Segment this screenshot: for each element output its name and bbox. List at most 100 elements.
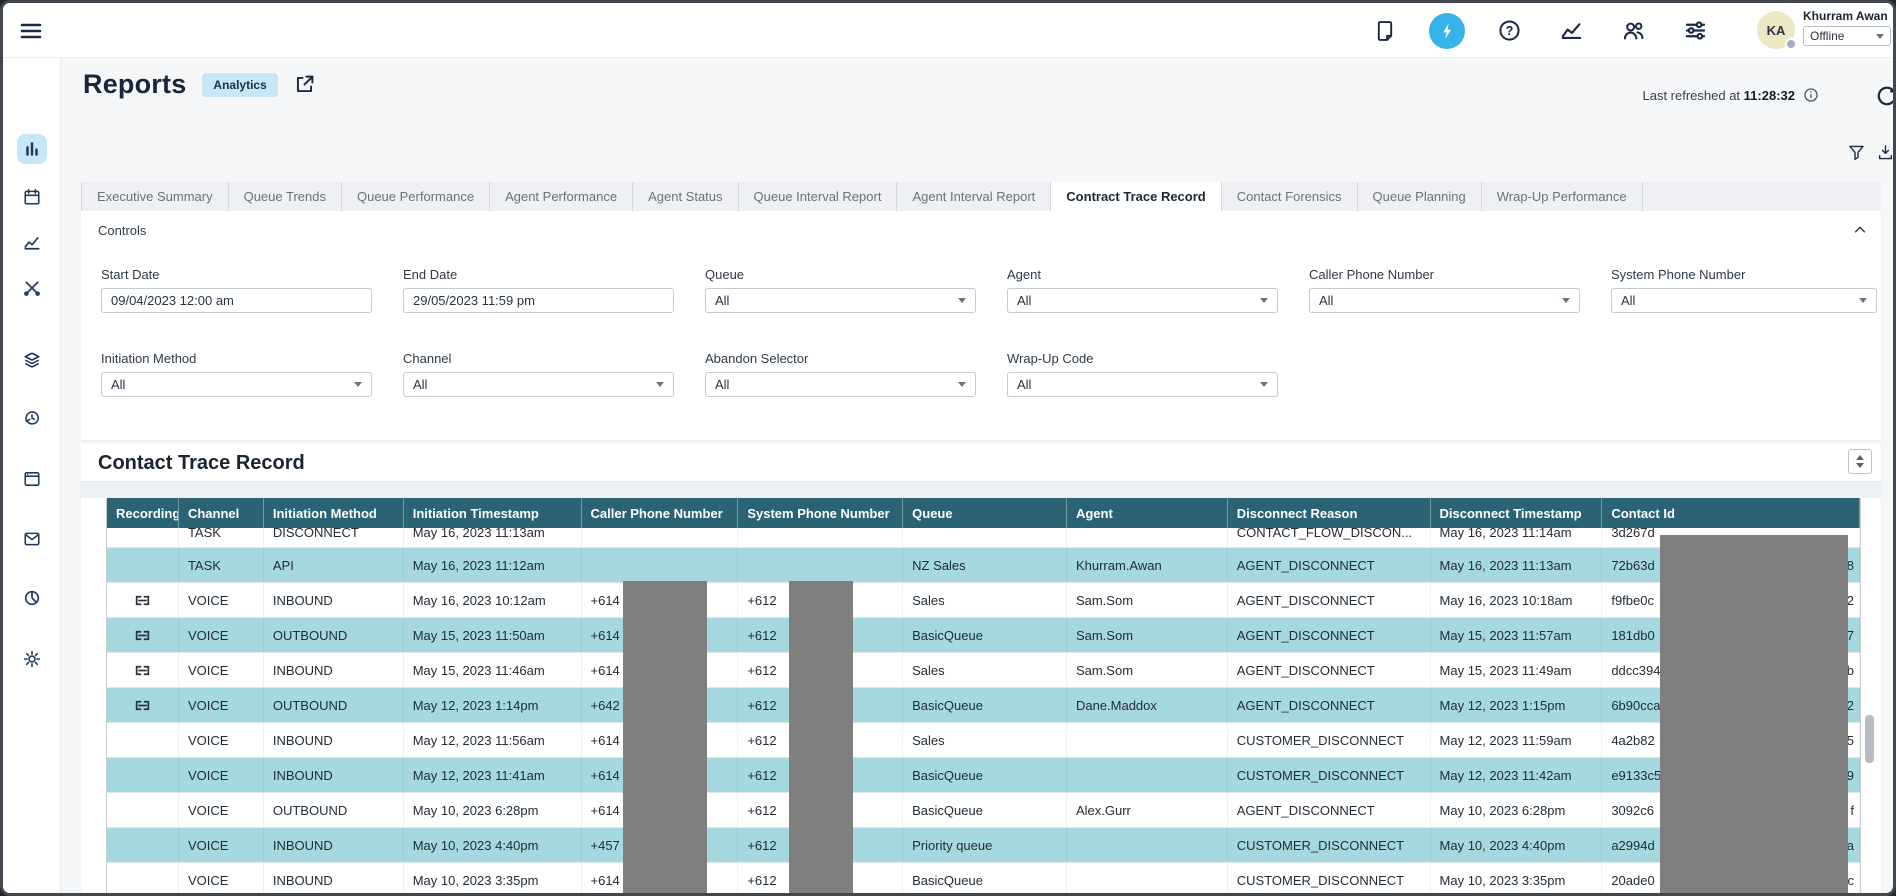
vertical-scrollbar-thumb[interactable] bbox=[1865, 715, 1874, 763]
cell-channel: VOICE bbox=[179, 618, 264, 652]
tab-executive-summary[interactable]: Executive Summary bbox=[81, 182, 228, 211]
cell-system-phone-number bbox=[738, 528, 903, 548]
table-row[interactable]: VOICEOUTBOUNDMay 15, 2023 11:50am+614+61… bbox=[107, 618, 1860, 653]
redaction-box-contact-id bbox=[1660, 535, 1848, 895]
external-link-icon[interactable] bbox=[294, 74, 315, 95]
tab-agent-interval-report[interactable]: Agent Interval Report bbox=[896, 182, 1050, 211]
column-header-disconnect-timestamp[interactable]: Disconnect Timestamp bbox=[1431, 498, 1603, 528]
input-start-date[interactable]: 09/04/2023 12:00 am bbox=[101, 288, 372, 313]
table-row[interactable]: VOICEINBOUNDMay 12, 2023 11:41am+614+612… bbox=[107, 758, 1860, 793]
help-icon[interactable]: ? bbox=[1497, 19, 1521, 43]
filter-system-phone-number: System Phone NumberAll bbox=[1611, 267, 1877, 313]
tab-queue-performance[interactable]: Queue Performance bbox=[341, 182, 489, 211]
select-channel[interactable]: All bbox=[403, 372, 674, 397]
table-row[interactable]: VOICEINBOUNDMay 10, 2023 3:35pm+614+612B… bbox=[107, 863, 1860, 896]
cell-queue: BasicQueue bbox=[903, 688, 1067, 722]
column-header-disconnect-reason[interactable]: Disconnect Reason bbox=[1228, 498, 1431, 528]
input-end-date[interactable]: 29/05/2023 11:59 pm bbox=[403, 288, 674, 313]
sidebar-item-window[interactable] bbox=[17, 464, 47, 494]
table-row[interactable]: VOICEINBOUNDMay 15, 2023 11:46am+614+612… bbox=[107, 653, 1860, 688]
table-row[interactable]: VOICEINBOUNDMay 10, 2023 4:40pm+457+612P… bbox=[107, 828, 1860, 863]
cell-recording[interactable] bbox=[107, 583, 179, 617]
tab-queue-planning[interactable]: Queue Planning bbox=[1357, 182, 1481, 211]
sidebar-item-bar-chart[interactable] bbox=[17, 134, 47, 164]
tab-agent-status[interactable]: Agent Status bbox=[632, 182, 737, 211]
select-caller-phone-number[interactable]: All bbox=[1309, 288, 1580, 313]
filter-queue: QueueAll bbox=[705, 267, 976, 313]
column-header-initiation-method[interactable]: Initiation Method bbox=[264, 498, 404, 528]
top-icon-cluster: ? bbox=[1373, 3, 1707, 58]
note-icon[interactable] bbox=[1373, 19, 1397, 43]
recording-link-icon[interactable] bbox=[134, 594, 151, 607]
select-queue[interactable]: All bbox=[705, 288, 976, 313]
sidebar-item-layers[interactable] bbox=[17, 345, 47, 375]
filter-funnel-icon[interactable] bbox=[1848, 144, 1865, 161]
recording-link-icon[interactable] bbox=[134, 664, 151, 677]
tab-wrap-up-performance[interactable]: Wrap-Up Performance bbox=[1481, 182, 1643, 211]
tab-contract-trace-record[interactable]: Contract Trace Record bbox=[1050, 182, 1220, 211]
cell-disconnect-timestamp: May 15, 2023 11:57am bbox=[1431, 618, 1603, 652]
select-agent[interactable]: All bbox=[1007, 288, 1278, 313]
column-header-system-phone-number[interactable]: System Phone Number bbox=[738, 498, 903, 528]
stepper-down-icon[interactable] bbox=[1856, 463, 1864, 468]
table-size-stepper[interactable] bbox=[1848, 449, 1872, 474]
sidebar-item-tools[interactable] bbox=[17, 273, 47, 303]
sidebar-item-trend[interactable] bbox=[17, 227, 47, 257]
recording-link-icon[interactable] bbox=[134, 629, 151, 642]
hamburger-menu-icon[interactable] bbox=[19, 19, 43, 43]
tab-contact-forensics[interactable]: Contact Forensics bbox=[1221, 182, 1357, 211]
column-header-recording[interactable]: Recording bbox=[107, 498, 179, 528]
cell-queue: BasicQueue bbox=[903, 758, 1067, 792]
bolt-icon[interactable] bbox=[1429, 13, 1465, 49]
line-chart-icon[interactable] bbox=[1559, 19, 1583, 43]
select-wrap-up-code[interactable]: All bbox=[1007, 372, 1278, 397]
refresh-icon[interactable] bbox=[1875, 84, 1896, 108]
column-header-channel[interactable]: Channel bbox=[179, 498, 264, 528]
tab-queue-trends[interactable]: Queue Trends bbox=[228, 182, 341, 211]
cell-initiation-method: DISCONNECT bbox=[264, 528, 404, 548]
recording-link-icon[interactable] bbox=[134, 699, 151, 712]
select-system-phone-number[interactable]: All bbox=[1611, 288, 1877, 313]
download-icon[interactable] bbox=[1877, 144, 1894, 161]
sidebar-item-history[interactable] bbox=[17, 403, 47, 433]
table-row[interactable]: TASKDISCONNECTMay 16, 2023 11:13amCONTAC… bbox=[107, 528, 1860, 548]
tab-agent-performance[interactable]: Agent Performance bbox=[489, 182, 632, 211]
table-row[interactable]: TASKAPIMay 16, 2023 11:12amNZ SalesKhurr… bbox=[107, 548, 1860, 583]
column-header-queue[interactable]: Queue bbox=[903, 498, 1067, 528]
table-row[interactable]: VOICEOUTBOUNDMay 12, 2023 1:14pm+642+612… bbox=[107, 688, 1860, 723]
cell-recording bbox=[107, 528, 179, 548]
tab-queue-interval-report[interactable]: Queue Interval Report bbox=[738, 182, 897, 211]
controls-title: Controls bbox=[98, 223, 146, 238]
column-header-contact-id[interactable]: Contact Id bbox=[1602, 498, 1860, 528]
cell-recording[interactable] bbox=[107, 653, 179, 687]
table-row[interactable]: VOICEINBOUNDMay 12, 2023 11:56am+614+612… bbox=[107, 723, 1860, 758]
info-icon[interactable] bbox=[1803, 87, 1819, 103]
select-abandon-selector[interactable]: All bbox=[705, 372, 976, 397]
people-icon[interactable] bbox=[1621, 19, 1645, 43]
sidebar-item-gear[interactable] bbox=[17, 644, 47, 674]
table-row[interactable]: VOICEINBOUNDMay 16, 2023 10:12am+614+612… bbox=[107, 583, 1860, 618]
select-initiation-method[interactable]: All bbox=[101, 372, 372, 397]
cell-recording[interactable] bbox=[107, 618, 179, 652]
collapse-chevron-up-icon[interactable] bbox=[1853, 223, 1867, 237]
cell-disconnect-timestamp: May 16, 2023 11:13am bbox=[1431, 548, 1603, 582]
sidebar-item-calendar[interactable] bbox=[17, 182, 47, 212]
sliders-icon[interactable] bbox=[1683, 19, 1707, 43]
cell-initiation-method: OUTBOUND bbox=[264, 688, 404, 722]
sidebar-item-mail[interactable] bbox=[17, 524, 47, 554]
table-row[interactable]: VOICEOUTBOUNDMay 10, 2023 6:28pm+614+612… bbox=[107, 793, 1860, 828]
chevron-down-icon bbox=[958, 382, 966, 387]
table-title: Contact Trace Record bbox=[98, 452, 305, 475]
svg-text:?: ? bbox=[1505, 23, 1513, 38]
user-avatar[interactable]: KA bbox=[1757, 11, 1795, 49]
status-select[interactable]: Offline bbox=[1803, 26, 1891, 46]
last-refreshed: Last refreshed at 11:28:32 bbox=[1642, 87, 1819, 103]
column-header-caller-phone-number[interactable]: Caller Phone Number bbox=[582, 498, 739, 528]
cell-disconnect-timestamp: May 10, 2023 6:28pm bbox=[1431, 793, 1603, 827]
column-header-initiation-timestamp[interactable]: Initiation Timestamp bbox=[404, 498, 582, 528]
page-title: Reports bbox=[83, 69, 186, 100]
stepper-up-icon[interactable] bbox=[1856, 455, 1864, 460]
column-header-agent[interactable]: Agent bbox=[1067, 498, 1228, 528]
sidebar-item-pie-chart[interactable] bbox=[17, 583, 47, 613]
cell-recording[interactable] bbox=[107, 688, 179, 722]
